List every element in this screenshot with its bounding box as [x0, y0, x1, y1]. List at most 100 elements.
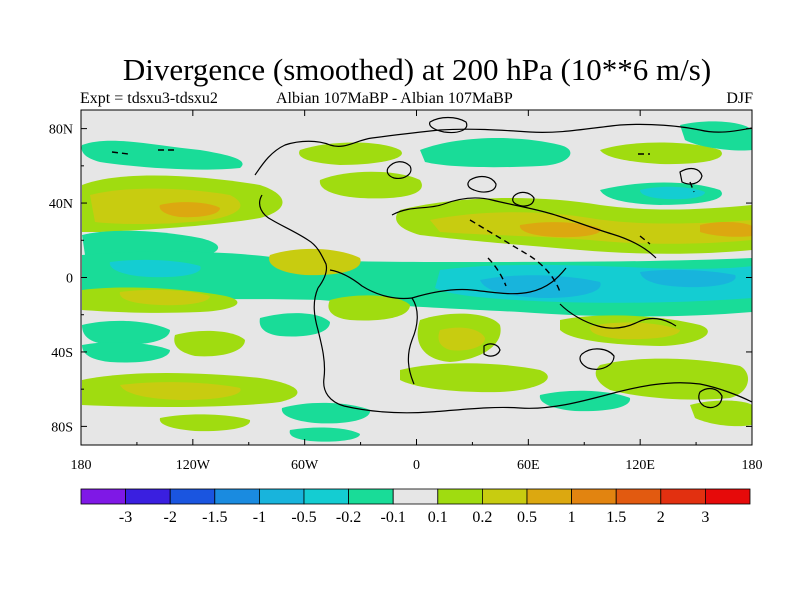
x-tick-label: 0 — [413, 458, 420, 473]
field-patch — [82, 342, 170, 363]
experiment-label: Expt = tdsxu3-tdsxu2 — [80, 90, 218, 107]
y-tick-label: 80S — [51, 420, 73, 435]
x-tick-label: 60W — [291, 458, 319, 473]
shelf-edge — [689, 181, 695, 193]
colorbar-swatch — [660, 488, 706, 505]
field-patch — [680, 121, 752, 151]
coastline-tethys-north — [391, 197, 657, 259]
colorbar-swatch — [392, 488, 439, 505]
coastline-gondwana-east — [411, 267, 567, 299]
field-patch — [119, 289, 210, 306]
colorbar-swatch — [437, 488, 483, 505]
field-patch — [400, 363, 548, 393]
field-patch — [289, 427, 360, 442]
map-plot-area — [81, 110, 752, 445]
colorbar-label: -0.2 — [336, 509, 361, 526]
colorbar-label: -3 — [119, 509, 132, 526]
y-tick-label: 0 — [66, 272, 73, 287]
x-tick-label: 180 — [742, 458, 763, 473]
colorbar-swatch — [705, 488, 751, 505]
field-patch — [640, 269, 736, 288]
x-tick-label: 180 — [71, 458, 92, 473]
colorbar-label: -1.5 — [202, 509, 227, 526]
y-tick-label: 80N — [49, 123, 73, 138]
coastlines — [254, 116, 752, 414]
colorbar-swatch — [615, 488, 662, 505]
coastline-island — [386, 161, 412, 179]
field-patch — [281, 402, 371, 424]
field-patch — [120, 382, 241, 400]
field-patch — [299, 142, 402, 165]
coastline-island — [698, 387, 723, 409]
field-patch — [159, 202, 220, 218]
colorbar-swatch — [348, 488, 394, 505]
field-patch — [328, 295, 410, 321]
field-patch — [159, 414, 251, 432]
period-label: Albian 107MaBP - Albian 107MaBP — [276, 90, 513, 107]
shelf-edge — [487, 257, 507, 287]
y-axis: 80N 40N 0 40S 80S — [49, 123, 752, 435]
field-patch — [269, 248, 361, 276]
colorbar-swatch — [303, 488, 349, 505]
field-patch — [109, 259, 201, 278]
shelf-edge — [639, 235, 651, 245]
field-patch — [519, 222, 601, 238]
y-tick-label: 40S — [51, 346, 73, 361]
y-tick-label: 40N — [49, 197, 73, 212]
shelf-edge — [469, 219, 561, 293]
colorbar-swatch — [258, 488, 305, 505]
field-patch — [589, 322, 680, 340]
field-patch — [259, 313, 330, 337]
season-label: DJF — [726, 90, 753, 107]
colorbar-label: 0.5 — [517, 509, 537, 526]
coastline-island — [512, 191, 535, 207]
coastline-island — [579, 348, 615, 370]
colorbar-swatch — [481, 488, 528, 505]
colorbar-swatch — [526, 488, 572, 505]
field-patch — [480, 275, 601, 298]
colorbar-label: -0.1 — [381, 509, 406, 526]
colorbar-label: 1 — [568, 509, 576, 526]
coastline-antarctica — [343, 382, 752, 414]
colorbar-swatch — [571, 488, 617, 505]
colorbar-label: 0.1 — [428, 509, 448, 526]
coastline-south-america — [313, 287, 345, 407]
colorbar-label: 0.2 — [472, 509, 492, 526]
shelf-edge — [111, 151, 129, 155]
colorbar-label: -0.5 — [291, 509, 316, 526]
coastline-india-australia — [559, 303, 677, 329]
colorbar-swatch — [125, 488, 171, 505]
field-patch — [438, 327, 485, 351]
coastline-island — [467, 175, 497, 193]
coastline-laurasia — [254, 123, 752, 176]
colorbar-label: 1.5 — [606, 509, 626, 526]
x-tick-label: 60E — [517, 458, 540, 473]
colorbar-label: -2 — [164, 509, 177, 526]
x-tick-label: 120E — [625, 458, 655, 473]
field-patch — [600, 142, 722, 165]
field-patch — [640, 186, 705, 200]
shelf-edges — [111, 149, 695, 293]
divergence-field — [81, 121, 752, 442]
field-patch — [700, 222, 752, 237]
map-title: Divergence (smoothed) at 200 hPa (10**6 … — [122, 52, 712, 87]
field-patch — [595, 358, 749, 400]
coastline-island — [679, 167, 703, 185]
colorbar-label: 2 — [657, 509, 665, 526]
x-tick-label: 120W — [176, 458, 211, 473]
field-patch — [420, 138, 571, 168]
colorbar-swatch — [169, 488, 216, 505]
field-patch — [82, 320, 170, 346]
field-patch — [174, 330, 245, 357]
coastline-ellesmere — [429, 116, 468, 134]
field-patch — [81, 140, 243, 170]
coastline-island — [483, 343, 501, 357]
colorbar: -3 -2 -1.5 -1 -0.5 -0.2 -0.1 0.1 0.2 0.5 1 1.5 2 3 — [80, 488, 751, 526]
x-axis: 180 120W 60W 0 60E 120E 180 — [71, 110, 763, 473]
colorbar-swatch — [80, 488, 126, 505]
coastline-north-america — [259, 194, 328, 289]
colorbar-label: 3 — [701, 509, 709, 526]
colorbar-swatch — [214, 488, 260, 505]
colorbar-label: -1 — [253, 509, 266, 526]
